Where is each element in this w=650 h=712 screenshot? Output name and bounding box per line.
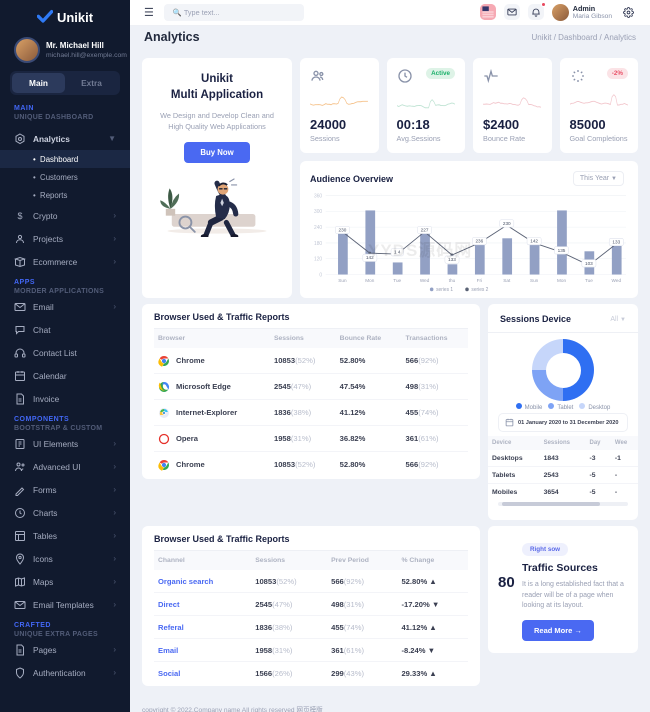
svg-text:240: 240 xyxy=(314,225,322,231)
svg-text:thu: thu xyxy=(449,278,456,284)
svg-text:133: 133 xyxy=(448,257,456,263)
svg-text:360: 360 xyxy=(314,193,322,199)
svg-text:135: 135 xyxy=(558,248,566,254)
svg-text:142: 142 xyxy=(366,255,374,261)
svg-text:0: 0 xyxy=(319,272,322,278)
svg-text:Tue: Tue xyxy=(393,278,401,284)
svg-text:Fri: Fri xyxy=(477,278,482,284)
svg-text:227: 227 xyxy=(421,227,429,233)
svg-text:120: 120 xyxy=(314,256,322,262)
svg-text:180: 180 xyxy=(314,241,322,247)
svg-text:133: 133 xyxy=(612,239,620,245)
svg-text:Tue: Tue xyxy=(585,278,593,284)
svg-text:series 1: series 1 xyxy=(436,287,453,293)
svg-text:103: 103 xyxy=(585,261,593,267)
svg-text:Wed: Wed xyxy=(612,278,622,284)
svg-text:Wed: Wed xyxy=(420,278,430,284)
svg-text:142: 142 xyxy=(530,238,538,244)
svg-text:Mon: Mon xyxy=(365,278,374,284)
svg-text:Mon: Mon xyxy=(557,278,566,284)
svg-text:236: 236 xyxy=(475,238,483,244)
svg-text:Sun: Sun xyxy=(338,278,347,284)
svg-text:Sat: Sat xyxy=(503,278,511,284)
svg-text:300: 300 xyxy=(314,209,322,215)
svg-text:Sun: Sun xyxy=(530,278,539,284)
svg-text:series 2: series 2 xyxy=(471,287,488,293)
svg-text:1 4: 1 4 xyxy=(394,250,401,256)
svg-text:230: 230 xyxy=(339,227,347,233)
svg-text:230: 230 xyxy=(503,221,511,227)
